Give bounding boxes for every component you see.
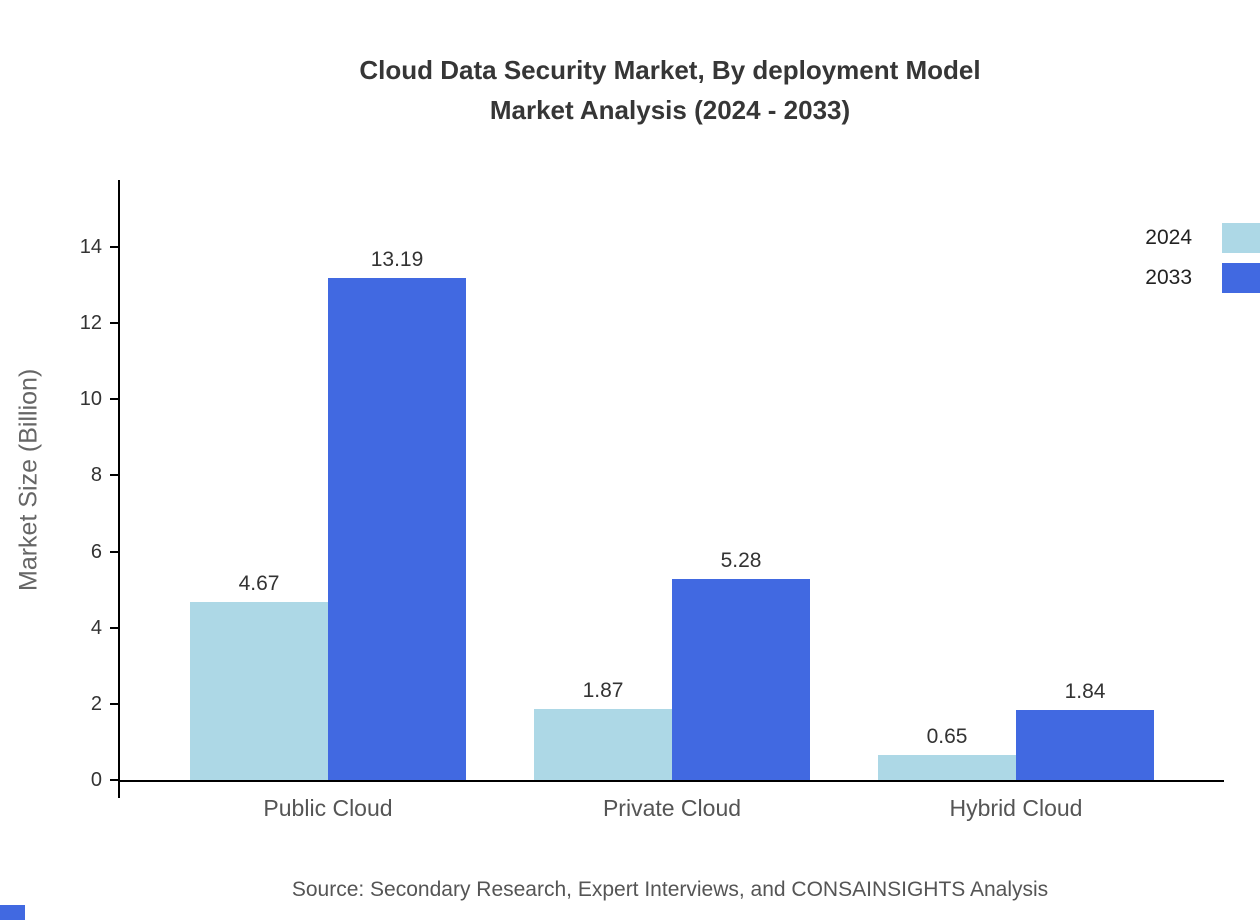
y-tick-label: 2 <box>90 692 102 715</box>
brand-corner-accent <box>0 905 25 920</box>
chart-title-line2: Market Analysis (2024 - 2033) <box>489 95 851 125</box>
bar-value-label: 0.65 <box>926 725 968 748</box>
plot-area: 0 2 4 6 8 10 12 14 Public Cloud 4.67 13.19 Private … <box>80 180 1224 821</box>
legend-item: 2024 <box>1145 218 1260 258</box>
chart-title-line1: Cloud Data Security Market, By deploymen… <box>359 55 981 85</box>
y-tick-mark <box>110 626 120 629</box>
y-tick-label: 4 <box>90 616 102 639</box>
legend-label: 2024 <box>1145 226 1192 249</box>
y-axis-title: Market Size (Billion) <box>14 368 43 592</box>
y-tick-mark <box>110 779 120 781</box>
y-tick-label: 6 <box>90 540 102 563</box>
y-tick-label: 12 <box>79 312 102 335</box>
chart-title: Cloud Data Security Market, By deploymen… <box>118 50 1222 130</box>
y-tick-label: 10 <box>79 388 102 411</box>
bar-2024-private-cloud <box>534 709 672 780</box>
y-tick-label: 0 <box>90 769 102 791</box>
bar-2024-public-cloud <box>190 602 328 780</box>
category-label: Private Cloud <box>602 795 742 821</box>
legend-color-swatch <box>1222 223 1260 253</box>
x-axis-origin-tick <box>118 780 120 798</box>
legend-label: 2033 <box>1145 266 1192 289</box>
bar-value-label: 1.84 <box>1064 680 1106 703</box>
bar-2024-hybrid-cloud <box>878 755 1016 780</box>
category-label: Public Cloud <box>263 795 393 821</box>
y-tick-mark <box>110 398 120 401</box>
bar-2033-public-cloud <box>328 278 466 780</box>
bar-2033-private-cloud <box>672 579 810 780</box>
y-tick-label: 14 <box>79 236 102 259</box>
legend: 2024 2033 <box>1145 218 1260 298</box>
legend-item: 2033 <box>1145 258 1260 298</box>
y-tick-mark <box>110 550 120 553</box>
bar-2033-hybrid-cloud <box>1016 710 1154 780</box>
y-tick-mark <box>110 246 120 249</box>
y-tick-mark <box>110 702 120 705</box>
bar-value-label: 4.67 <box>238 572 280 595</box>
bar-value-label: 5.28 <box>720 549 762 572</box>
legend-color-swatch <box>1222 263 1260 293</box>
bar-value-label: 1.87 <box>582 679 624 702</box>
bar-value-label: 13.19 <box>370 248 424 271</box>
source-note: Source: Secondary Research, Expert Inter… <box>291 878 1049 901</box>
y-tick-mark <box>110 322 120 325</box>
y-tick-mark <box>110 474 120 477</box>
category-label: Hybrid Cloud <box>949 795 1083 821</box>
y-tick-label: 8 <box>90 464 102 487</box>
